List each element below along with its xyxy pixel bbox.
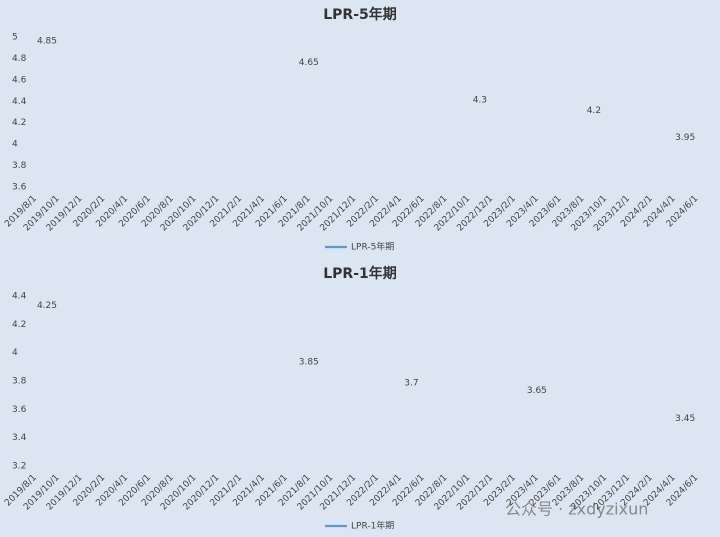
y-tick-label: 4 <box>12 140 18 150</box>
y-tick-label: 4.2 <box>12 118 26 128</box>
data-label: 4.85 <box>37 37 57 47</box>
data-label: 3.45 <box>675 414 695 424</box>
data-label: 3.85 <box>299 357 319 367</box>
data-label: 4.2 <box>587 106 601 116</box>
y-tick-label: 3.2 <box>12 462 26 472</box>
y-tick-label: 4.4 <box>12 97 27 107</box>
y-tick-label: 4.4 <box>12 292 27 302</box>
y-tick-label: 3.8 <box>12 377 27 387</box>
data-label: 3.65 <box>527 386 547 396</box>
y-tick-label: 4.6 <box>12 75 27 85</box>
y-tick-label: 4 <box>12 348 18 358</box>
data-label: 3.7 <box>404 379 418 389</box>
chart-title: LPR-5年期 <box>323 6 397 23</box>
y-tick-label: 5 <box>12 33 18 43</box>
data-label: 3.95 <box>675 133 695 143</box>
legend-label: LPR-5年期 <box>351 241 394 253</box>
legend-label: LPR-1年期 <box>351 520 394 532</box>
data-label: 4.3 <box>473 96 487 106</box>
y-tick-label: 3.4 <box>12 433 27 443</box>
watermark: 公众号 · zxdyzixun <box>505 500 648 519</box>
data-label: 4.25 <box>37 301 57 311</box>
y-tick-label: 3.6 <box>12 405 27 415</box>
data-label: 4.65 <box>299 58 319 68</box>
y-tick-label: 3.8 <box>12 161 27 171</box>
chart-title: LPR-1年期 <box>323 265 397 282</box>
y-tick-label: 4.2 <box>12 320 26 330</box>
y-tick-label: 4.8 <box>12 54 27 64</box>
y-tick-label: 3.6 <box>12 183 27 193</box>
